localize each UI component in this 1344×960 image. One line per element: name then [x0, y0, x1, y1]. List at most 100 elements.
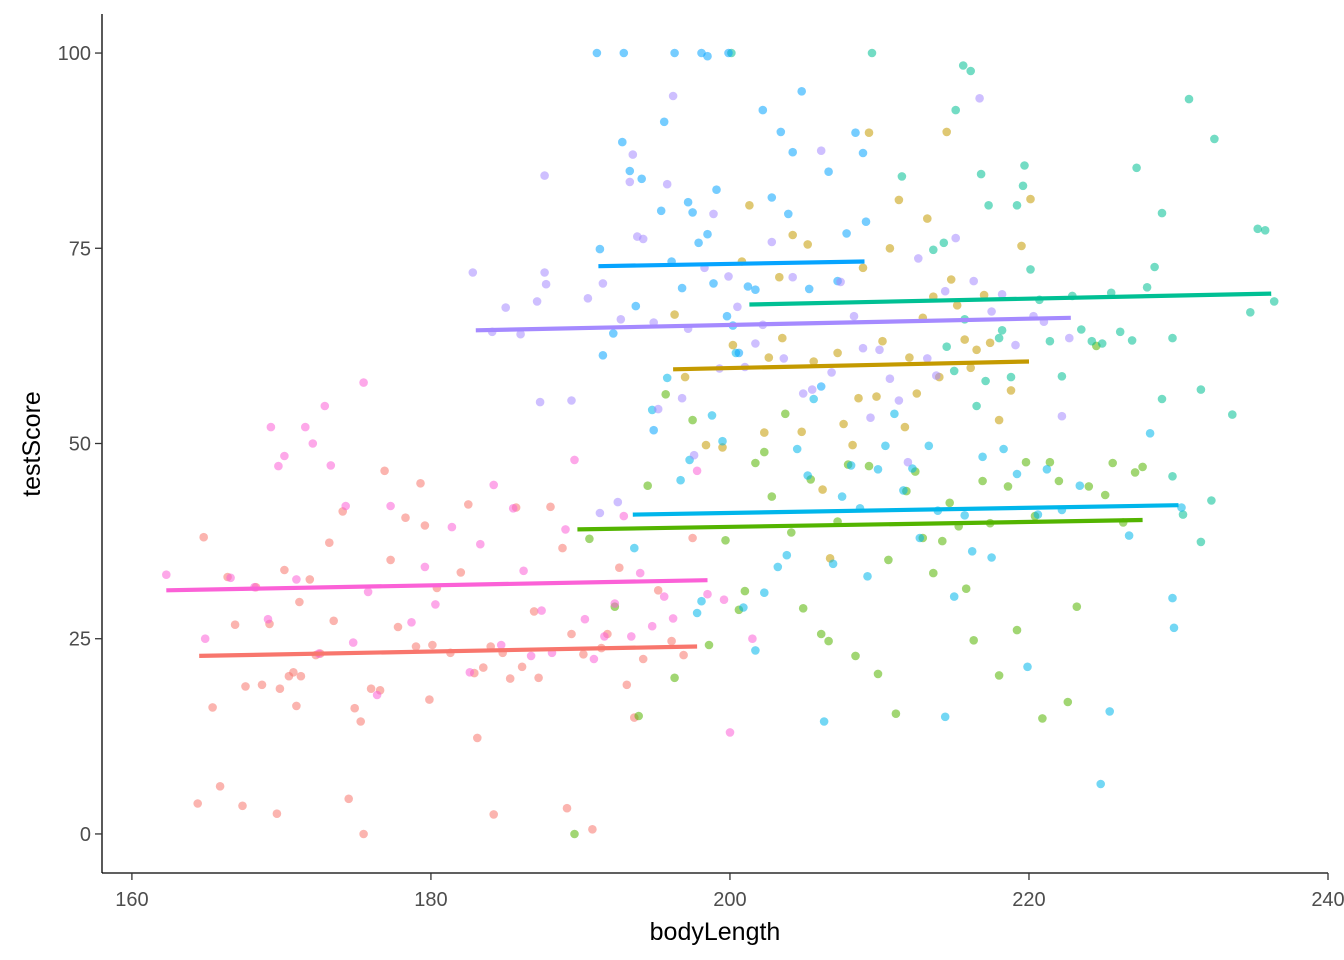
data-point — [692, 466, 702, 476]
data-point — [703, 51, 712, 61]
x-axis-title: bodyLength — [650, 918, 781, 946]
data-point — [320, 401, 330, 411]
data-point — [864, 128, 874, 137]
data-point — [797, 427, 806, 437]
data-point — [775, 272, 784, 282]
data-point — [758, 105, 768, 115]
data-point — [924, 441, 934, 451]
data-point — [200, 634, 210, 643]
data-point — [619, 48, 629, 58]
data-point — [1042, 465, 1052, 474]
data-point — [797, 87, 806, 96]
data-point — [473, 733, 482, 743]
data-point — [592, 48, 602, 58]
data-point — [1127, 336, 1137, 345]
data-point — [854, 393, 863, 403]
y-tick-label: 25 — [69, 629, 91, 651]
data-point — [292, 575, 301, 584]
data-point — [721, 536, 730, 545]
data-point — [635, 568, 645, 578]
data-point — [1178, 510, 1188, 519]
data-point — [875, 345, 884, 355]
data-point — [792, 444, 802, 454]
data-point — [760, 447, 769, 457]
data-point — [489, 810, 499, 819]
data-point — [839, 419, 848, 429]
fit-line-2 — [673, 359, 1030, 372]
data-point — [767, 193, 777, 202]
data-point — [589, 654, 599, 664]
data-point — [479, 663, 488, 672]
data-point — [949, 366, 959, 376]
data-point — [1168, 472, 1177, 481]
data-point — [667, 636, 676, 646]
data-point — [540, 268, 549, 277]
fit-line-4 — [749, 291, 1272, 307]
data-point — [610, 599, 620, 608]
data-point — [1084, 482, 1094, 491]
x-tick-label: 160 — [115, 889, 148, 911]
data-point — [275, 684, 285, 693]
data-point — [301, 422, 310, 432]
data-point — [292, 701, 301, 711]
data-point — [670, 48, 679, 58]
data-point — [692, 608, 702, 618]
data-point — [837, 492, 847, 501]
data-point — [760, 588, 769, 597]
data-point — [670, 310, 679, 319]
data-point — [873, 669, 883, 679]
data-point — [464, 500, 473, 509]
x-tick-label: 200 — [713, 889, 746, 911]
data-point — [846, 461, 856, 470]
data-point — [923, 354, 932, 363]
data-point — [745, 201, 754, 210]
data-point — [969, 636, 978, 645]
data-point — [952, 301, 962, 310]
data-point — [683, 197, 693, 207]
data-point — [386, 501, 395, 511]
data-point — [266, 422, 276, 432]
data-point — [625, 166, 635, 176]
data-point — [634, 711, 643, 721]
data-point — [677, 283, 687, 293]
data-point — [595, 244, 605, 254]
data-point — [305, 575, 315, 584]
data-point — [505, 674, 515, 683]
data-point — [858, 263, 868, 273]
data-point — [447, 522, 457, 532]
data-point — [1246, 308, 1255, 317]
data-point — [788, 272, 797, 282]
data-point — [833, 348, 842, 358]
data-point — [1054, 476, 1064, 486]
data-point — [561, 525, 570, 534]
data-point — [1023, 662, 1032, 672]
data-point — [670, 673, 679, 683]
data-point — [951, 105, 960, 115]
data-point — [350, 703, 360, 713]
data-point — [215, 782, 225, 791]
data-point — [638, 234, 648, 244]
data-point — [638, 654, 648, 664]
data-point — [558, 543, 567, 553]
fit-line-5 — [632, 503, 1179, 517]
x-tick-label: 180 — [414, 889, 447, 911]
data-point — [724, 48, 733, 58]
data-point — [567, 629, 576, 639]
data-point — [274, 461, 283, 471]
data-point — [929, 568, 938, 578]
data-point — [661, 390, 670, 399]
data-point — [619, 511, 629, 521]
data-point — [940, 712, 950, 722]
data-point — [994, 415, 1004, 425]
data-point — [516, 329, 525, 339]
data-point — [1011, 340, 1020, 350]
data-point — [618, 137, 627, 147]
data-point — [778, 333, 787, 343]
data-point — [625, 177, 635, 187]
data-point — [272, 809, 282, 818]
data-point — [1100, 490, 1110, 500]
data-point — [942, 127, 951, 137]
data-point — [709, 279, 718, 288]
data-point — [1228, 410, 1237, 419]
data-point — [401, 513, 410, 522]
